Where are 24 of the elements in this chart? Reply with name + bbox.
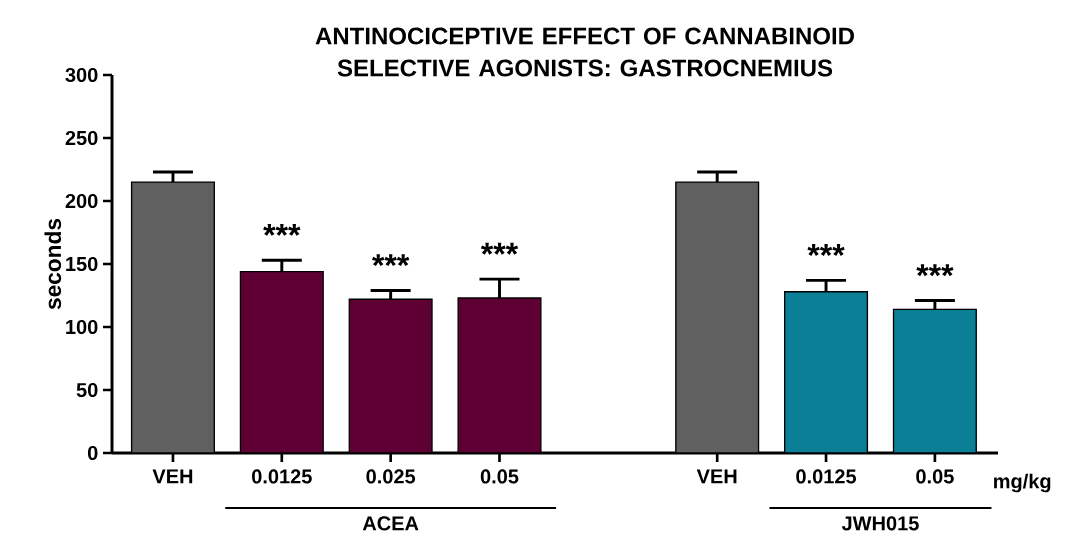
y-tick-label: 150 xyxy=(66,256,98,272)
annotation: *** xyxy=(372,254,410,267)
y-tick-label: 300 xyxy=(65,67,98,83)
x-tick-label: 0.025 xyxy=(366,469,416,484)
x-tick-label: VEH xyxy=(152,469,193,484)
text: JWH015 xyxy=(841,516,919,531)
y-tick-label: 100 xyxy=(66,319,98,335)
annotation: *** xyxy=(807,244,845,257)
x-tick-label: 0.0125 xyxy=(796,469,857,484)
x-axis-title: mg/kg xyxy=(994,473,1051,493)
y-tick-label: 250 xyxy=(65,130,98,146)
text: ACEA xyxy=(362,516,419,531)
annotation: *** xyxy=(480,242,519,255)
y-tick-label: 200 xyxy=(65,193,98,209)
x-tick-label: 0.0125 xyxy=(252,469,312,484)
annotation: *** xyxy=(916,264,954,277)
y-axis-title: seconds xyxy=(44,218,62,310)
x-tick-label: 0.05 xyxy=(480,469,519,484)
y-tick-label: 0 xyxy=(87,445,98,461)
y-tick-label: 50 xyxy=(76,382,98,398)
annotation: *** xyxy=(263,223,301,236)
x-tick-label: VEH xyxy=(696,469,737,484)
x-tick-label: 0.05 xyxy=(916,469,954,484)
chart-title: ANTINOCICEPTIVE EFFECT OF CANNABINOID SELECTIVE AGONISTS: GASTROCNEMIUS xyxy=(315,27,854,77)
